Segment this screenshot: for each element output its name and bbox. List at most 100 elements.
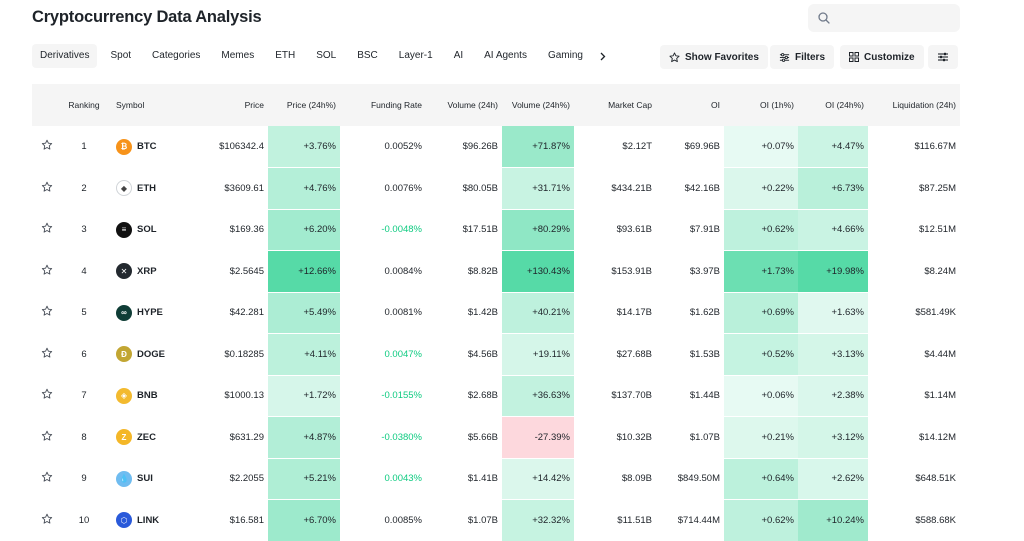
market-cap-cell: $2.12T xyxy=(574,126,656,168)
tab-layer-1[interactable]: Layer-1 xyxy=(398,50,433,61)
tab-derivatives[interactable]: Derivatives xyxy=(32,44,98,68)
header-price-24h[interactable]: Price (24h%) xyxy=(268,84,340,126)
tab-ai[interactable]: AI xyxy=(453,50,464,61)
symbol-cell[interactable]: ◆ ETH xyxy=(106,167,190,210)
chevron-right-icon xyxy=(600,52,606,60)
header-volume-24h[interactable]: Volume (24h) xyxy=(426,84,502,126)
filters-button[interactable]: Filters xyxy=(770,45,835,69)
table-row[interactable]: 5 ∞ HYPE $42.281 +5.49% 0.0081% $1.42B +40.21% $… xyxy=(32,292,960,334)
header-oi-1h[interactable]: OI (1h%) xyxy=(724,84,798,126)
star-icon[interactable] xyxy=(41,347,53,359)
symbol-cell[interactable]: ⬡ LINK xyxy=(106,499,190,541)
solana-icon: ≡ xyxy=(116,221,132,238)
price-cell: $631.29 xyxy=(190,416,268,459)
header-price[interactable]: Price xyxy=(190,84,268,126)
symbol-label: LINK xyxy=(137,514,160,526)
star-icon[interactable] xyxy=(41,222,53,234)
header-ranking[interactable]: Ranking xyxy=(62,84,106,126)
symbol-cell[interactable]: Ð DOGE xyxy=(106,333,190,376)
tab-sol[interactable]: SOL xyxy=(316,50,337,61)
oi-24h-cell: +1.63% xyxy=(798,292,868,334)
star-icon[interactable] xyxy=(41,264,53,276)
tab-memes[interactable]: Memes xyxy=(221,50,255,61)
symbol-cell[interactable]: Z ZEC xyxy=(106,416,190,459)
header-liquidation-24h[interactable]: Liquidation (24h) xyxy=(868,84,960,126)
show-favorites-label: Show Favorites xyxy=(685,51,759,63)
oi-cell: $1.62B xyxy=(656,292,724,334)
price-cell: $3609.61 xyxy=(190,167,268,210)
price-cell: $0.18285 xyxy=(190,333,268,376)
symbol-cell[interactable]: ✕ XRP xyxy=(106,250,190,293)
volume-24h-cell: $2.68B xyxy=(426,375,502,417)
table-row[interactable]: 3 ≡ SOL $169.36 +6.20% -0.0048% $17.51B +80.29%… xyxy=(32,209,960,251)
volume-24h-pct-cell: +71.87% xyxy=(502,126,574,168)
price-24h-cell: +6.70% xyxy=(268,499,340,541)
volume-24h-cell: $1.42B xyxy=(426,292,502,334)
table-row[interactable]: 9 💧 SUI $2.2055 +5.21% 0.0043% $1.41B +14.42% $8… xyxy=(32,458,960,500)
oi-1h-cell: +0.22% xyxy=(724,167,798,210)
liquidation-24h-cell: $4.44M xyxy=(868,333,960,376)
oi-1h-cell: +0.21% xyxy=(724,416,798,459)
rank-cell: 8 xyxy=(62,416,106,459)
table-row[interactable]: 7 ◈ BNB $1000.13 +1.72% -0.0155% $2.68B +36.63%… xyxy=(32,375,960,417)
tab-spot[interactable]: Spot xyxy=(110,50,132,61)
settings-button[interactable] xyxy=(928,45,958,69)
search-input[interactable] xyxy=(836,8,954,28)
symbol-label: SUI xyxy=(137,473,153,485)
favorite-cell xyxy=(32,292,62,334)
header-volume-24h-pct[interactable]: Volume (24h%) xyxy=(502,84,574,126)
tab-gaming[interactable]: Gaming xyxy=(547,50,583,61)
funding-rate-cell: 0.0081% xyxy=(340,292,426,334)
symbol-cell[interactable]: ∞ HYPE xyxy=(106,292,190,334)
oi-1h-cell: +0.62% xyxy=(724,499,798,541)
rank-cell: 1 xyxy=(62,126,106,168)
header-oi-24h[interactable]: OI (24h%) xyxy=(798,84,868,126)
customize-button[interactable]: Customize xyxy=(840,45,924,69)
table-row[interactable]: 6 Ð DOGE $0.18285 +4.11% 0.0047% $4.56B +19.11%… xyxy=(32,333,960,376)
symbol-cell[interactable]: ◈ BNB xyxy=(106,375,190,417)
header-oi[interactable]: OI xyxy=(656,84,724,126)
oi-1h-cell: +0.62% xyxy=(724,209,798,251)
symbol-cell[interactable]: 💧 SUI xyxy=(106,458,190,500)
star-icon[interactable] xyxy=(41,513,53,525)
funding-rate-cell: 0.0043% xyxy=(340,458,426,500)
rank-cell: 3 xyxy=(62,209,106,251)
table-header-row: Ranking Symbol Price Price (24h%) Fundin… xyxy=(32,84,960,126)
star-icon[interactable] xyxy=(41,430,53,442)
volume-24h-cell: $5.66B xyxy=(426,416,502,459)
market-cap-cell: $93.61B xyxy=(574,209,656,251)
oi-1h-cell: +0.06% xyxy=(724,375,798,417)
star-icon[interactable] xyxy=(41,305,53,317)
show-favorites-button[interactable]: Show Favorites xyxy=(660,45,768,69)
table-row[interactable]: 8 Z ZEC $631.29 +4.87% -0.0380% $5.66B -27.39% $… xyxy=(32,416,960,459)
symbol-cell[interactable]: ≡ SOL xyxy=(106,209,190,251)
symbol-cell[interactable]: ₿ BTC xyxy=(106,126,190,168)
search-box[interactable] xyxy=(808,4,960,32)
star-icon[interactable] xyxy=(41,471,53,483)
header-symbol[interactable]: Symbol xyxy=(106,84,190,126)
table-row[interactable]: 2 ◆ ETH $3609.61 +4.76% 0.0076% $80.05B +31.71%… xyxy=(32,167,960,210)
header-funding-rate[interactable]: Funding Rate xyxy=(340,84,426,126)
star-icon[interactable] xyxy=(41,181,53,193)
volume-24h-pct-cell: +40.21% xyxy=(502,292,574,334)
tab-ai-agents[interactable]: AI Agents xyxy=(484,50,527,61)
rank-cell: 4 xyxy=(62,250,106,293)
star-icon[interactable] xyxy=(41,388,53,400)
funding-rate-cell: 0.0047% xyxy=(340,333,426,376)
xrp-icon: ✕ xyxy=(116,263,132,280)
tab-bsc[interactable]: BSC xyxy=(357,50,378,61)
price-cell: $169.36 xyxy=(190,209,268,251)
oi-24h-cell: +4.47% xyxy=(798,126,868,168)
tab-categories[interactable]: Categories xyxy=(152,50,201,61)
table-row[interactable]: 10 ⬡ LINK $16.581 +6.70% 0.0085% $1.07B +32.32%… xyxy=(32,499,960,541)
table-row[interactable]: 1 ₿ BTC $106342.4 +3.76% 0.0052% $96.26B +71.87… xyxy=(32,126,960,168)
liquidation-24h-cell: $648.51K xyxy=(868,458,960,500)
tabs-more-button[interactable] xyxy=(596,44,610,68)
market-cap-cell: $137.70B xyxy=(574,375,656,417)
oi-cell: $42.16B xyxy=(656,167,724,210)
star-icon[interactable] xyxy=(41,139,53,151)
header-market-cap[interactable]: Market Cap xyxy=(574,84,656,126)
table-row[interactable]: 4 ✕ XRP $2.5645 +12.66% 0.0084% $8.82B +130.43%… xyxy=(32,250,960,293)
tab-eth[interactable]: ETH xyxy=(275,50,296,61)
symbol-label: BTC xyxy=(137,141,157,152)
